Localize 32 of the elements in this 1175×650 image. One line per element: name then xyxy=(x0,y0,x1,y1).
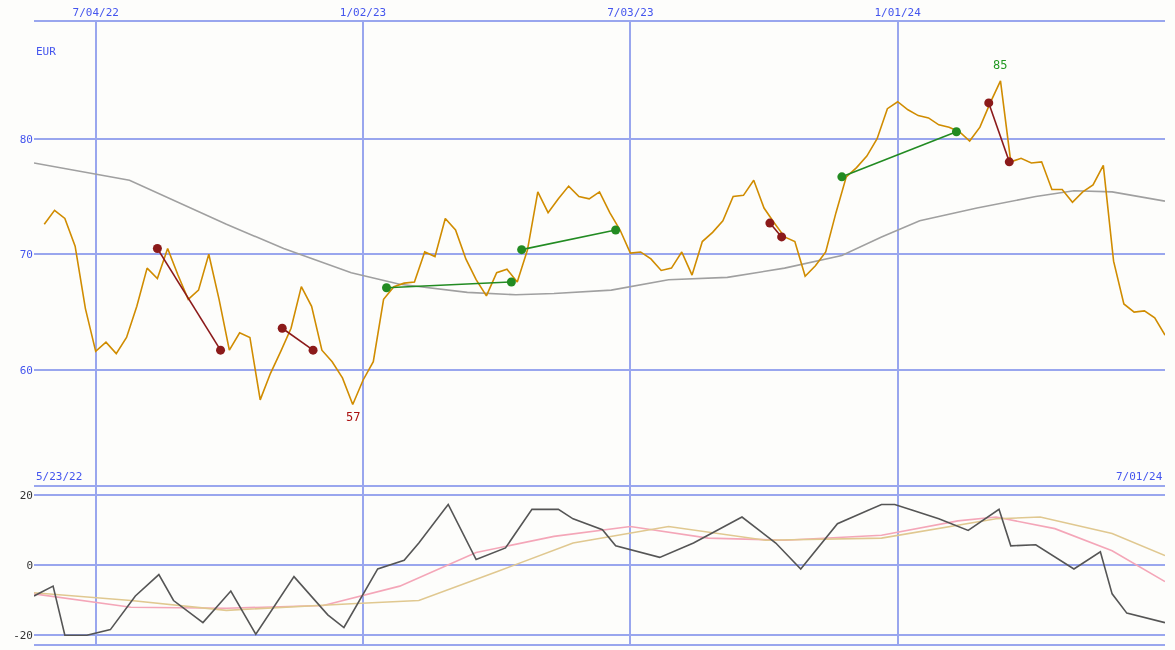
point xyxy=(506,277,516,287)
point xyxy=(837,172,847,182)
point xyxy=(951,127,961,137)
point xyxy=(1004,157,1014,167)
point xyxy=(152,243,162,253)
point xyxy=(984,98,994,108)
point xyxy=(611,225,621,235)
annotation: 5/23/22 xyxy=(36,470,83,483)
x-tick-label: 7/04/22 xyxy=(72,5,119,19)
y-tick-label: -20 xyxy=(13,629,33,643)
x-tick-label: 1/01/24 xyxy=(874,5,922,19)
point xyxy=(517,245,527,255)
line-series xyxy=(34,162,1165,296)
annotation: 7/01/24 xyxy=(1116,470,1163,483)
point xyxy=(216,345,226,355)
point xyxy=(277,323,287,333)
annotation: 57 xyxy=(346,410,361,424)
point xyxy=(382,283,392,293)
x-tick-label: 7/03/23 xyxy=(607,5,654,19)
y-tick-label: 80 xyxy=(19,132,33,146)
line-series xyxy=(43,80,1165,406)
annotation: 85 xyxy=(993,58,1008,72)
line-series xyxy=(34,503,1165,637)
point xyxy=(308,345,318,355)
y-tick-label: 60 xyxy=(19,363,33,377)
y-tick-label: 20 xyxy=(19,488,33,502)
point xyxy=(777,232,787,242)
y-axis-title: EUR xyxy=(36,45,57,58)
x-tick-label: 1/02/23 xyxy=(339,5,387,19)
y-tick-label: 70 xyxy=(19,248,33,262)
point xyxy=(765,218,775,228)
y-tick-label: 0 xyxy=(26,558,33,572)
